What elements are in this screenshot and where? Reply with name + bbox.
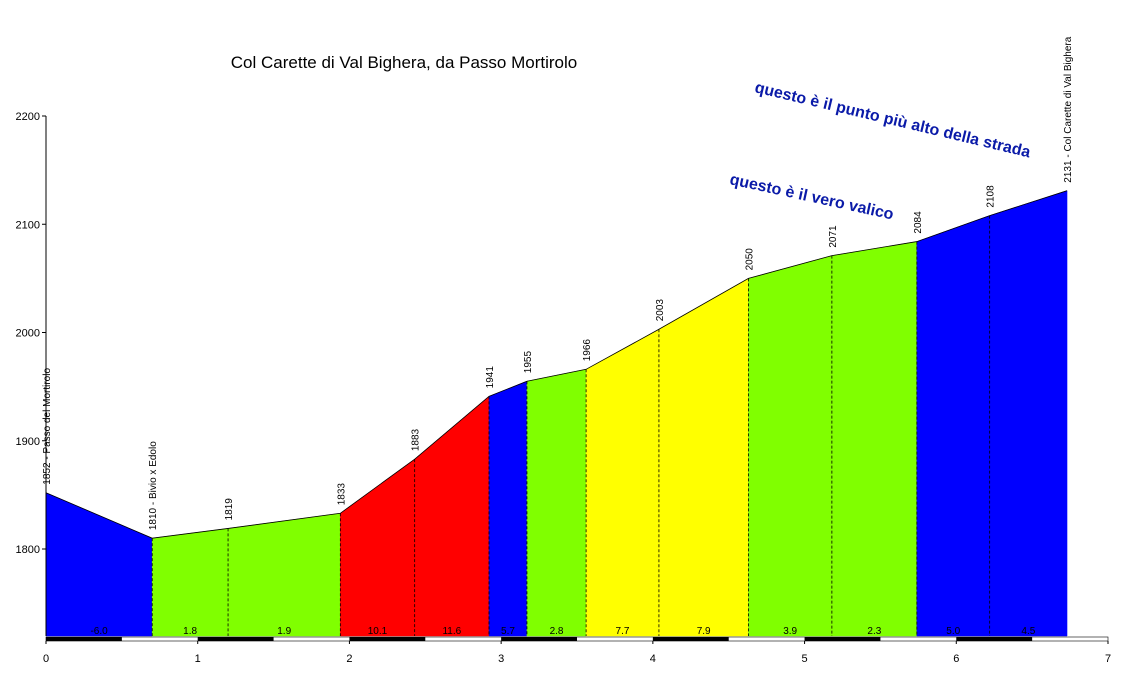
gradient-label-4: 11.6 — [442, 626, 461, 637]
elevation-label-13: 2131 - Col Carette di Val Bighera — [1063, 36, 1074, 182]
elevation-label-0: 1852 - Passo del Mortirolo — [42, 368, 53, 485]
gradient-label-6: 2.8 — [550, 626, 564, 637]
segment-fill-11 — [916, 215, 990, 637]
segment-fill-1 — [151, 528, 229, 637]
annotation-true-pass: questo è il vero valico — [728, 171, 895, 223]
elevation-label-9: 2050 — [744, 248, 755, 271]
segment-fill-8 — [658, 277, 749, 637]
distance-block-12 — [956, 637, 1033, 641]
segment-fill-0 — [45, 492, 153, 637]
segment-fill-7 — [585, 328, 660, 637]
gradient-label-10: 2.3 — [867, 626, 881, 637]
gradient-label-9: 3.9 — [783, 626, 797, 637]
y-tick-label-0: 1800 — [16, 544, 40, 556]
profile-path — [45, 190, 1068, 539]
gradient-label-7: 7.7 — [616, 626, 630, 637]
distance-block-8 — [652, 637, 729, 641]
elevation-label-8: 2003 — [655, 299, 666, 322]
y-tick-label-1: 1900 — [16, 436, 40, 448]
segment-fill-3 — [340, 458, 415, 637]
segment-fill-2 — [227, 512, 341, 637]
gradient-labels: -6.0 1.8 1.9 10.1 11.6 5.7 2.8 7.7 7.9 3.9 2.3 5.0 4… — [90, 626, 1035, 637]
x-tick-label-5: 5 — [802, 653, 808, 665]
distance-bar: 0 1 2 3 4 5 6 7 — [43, 636, 1111, 665]
x-tick-label-3: 3 — [498, 653, 504, 665]
distance-block-6 — [501, 637, 577, 641]
elevation-label-1: 1810 - Bivio x Edolo — [148, 441, 159, 530]
segment-fill-6 — [526, 368, 587, 637]
segment-fill-12 — [989, 190, 1068, 637]
y-tick-label-3: 2100 — [16, 219, 40, 231]
segment-fills — [45, 190, 1068, 637]
distance-block-0 — [46, 637, 122, 641]
segment-dividers — [151, 215, 991, 636]
elevation-label-12: 2108 — [986, 185, 997, 208]
profile-line — [45, 190, 1068, 539]
elevation-label-10: 2071 — [828, 225, 839, 248]
x-tick-label-4: 4 — [650, 653, 656, 665]
x-tick-label-6: 6 — [953, 653, 959, 665]
y-tick-label-4: 2200 — [16, 111, 40, 123]
x-tick-label-7: 7 — [1105, 653, 1111, 665]
elevation-label-3: 1833 — [336, 483, 347, 506]
elevation-label-7: 1966 — [582, 339, 593, 362]
gradient-label-0: -6.0 — [90, 626, 108, 637]
chart-title: Col Carette di Val Bighera, da Passo Mor… — [231, 53, 577, 72]
x-tick-label-2: 2 — [346, 653, 352, 665]
segment-fill-10 — [831, 241, 918, 637]
segment-fill-4 — [414, 395, 490, 637]
elevation-label-6: 1955 — [523, 351, 534, 374]
gradient-label-2: 1.9 — [277, 626, 291, 637]
distance-block-2 — [197, 637, 274, 641]
distance-block-10 — [804, 637, 881, 641]
y-tick-label-2: 2000 — [16, 328, 40, 340]
x-tick-label-1: 1 — [195, 653, 201, 665]
elevation-label-5: 1941 — [485, 366, 496, 389]
gradient-label-11: 5.0 — [946, 626, 960, 637]
segment-fill-9 — [748, 255, 833, 637]
gradient-label-5: 5.7 — [501, 626, 515, 637]
gradient-label-3: 10.1 — [368, 626, 388, 637]
elevation-label-4: 1883 — [411, 428, 422, 451]
gradient-label-8: 7.9 — [697, 626, 711, 637]
axes: 1800 1900 2000 2100 2200 — [16, 111, 47, 636]
annotation-highest-point: questo è il punto più alto della strada — [753, 79, 1032, 161]
elevation-label-11: 2084 — [913, 211, 924, 234]
segment-fill-5 — [488, 380, 528, 637]
gradient-label-12: 4.5 — [1021, 626, 1035, 637]
gradient-label-1: 1.8 — [183, 626, 197, 637]
x-tick-label-0: 0 — [43, 653, 49, 665]
distance-block-4 — [349, 637, 426, 641]
elevation-label-2: 1819 — [224, 498, 235, 521]
elevation-labels: 1852 - Passo del Mortirolo 1810 - Bivio x… — [42, 36, 1074, 530]
